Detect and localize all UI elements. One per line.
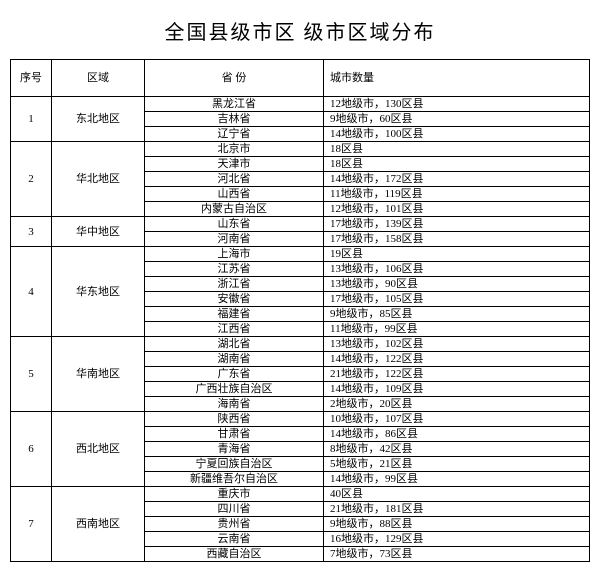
col-seq: 序号 bbox=[11, 60, 52, 97]
cell-region: 华南地区 bbox=[52, 337, 145, 412]
cell-province: 北京市 bbox=[145, 142, 324, 157]
cell-province: 山西省 bbox=[145, 187, 324, 202]
cell-province: 宁夏回族自治区 bbox=[145, 457, 324, 472]
cell-province: 新疆维吾尔自治区 bbox=[145, 472, 324, 487]
cell-count: 11地级市，99区县 bbox=[324, 322, 590, 337]
cell-region: 华东地区 bbox=[52, 247, 145, 337]
table-row: 5华南地区湖北省13地级市，102区县 bbox=[11, 337, 590, 352]
col-count: 城市数量 bbox=[324, 60, 590, 97]
cell-count: 2地级市，20区县 bbox=[324, 397, 590, 412]
cell-province: 福建省 bbox=[145, 307, 324, 322]
cell-count: 10地级市，107区县 bbox=[324, 412, 590, 427]
table-row: 6西北地区陕西省10地级市，107区县 bbox=[11, 412, 590, 427]
cell-province: 山东省 bbox=[145, 217, 324, 232]
cell-province: 河北省 bbox=[145, 172, 324, 187]
cell-province: 广东省 bbox=[145, 367, 324, 382]
cell-province: 河南省 bbox=[145, 232, 324, 247]
cell-province: 安徽省 bbox=[145, 292, 324, 307]
cell-count: 18区县 bbox=[324, 142, 590, 157]
cell-count: 19区县 bbox=[324, 247, 590, 262]
cell-count: 14地级市，86区县 bbox=[324, 427, 590, 442]
cell-count: 21地级市，181区县 bbox=[324, 502, 590, 517]
cell-count: 16地级市，129区县 bbox=[324, 532, 590, 547]
cell-province: 江西省 bbox=[145, 322, 324, 337]
cell-province: 上海市 bbox=[145, 247, 324, 262]
cell-count: 18区县 bbox=[324, 157, 590, 172]
cell-seq: 4 bbox=[11, 247, 52, 337]
table-row: 2华北地区北京市18区县 bbox=[11, 142, 590, 157]
cell-count: 17地级市，158区县 bbox=[324, 232, 590, 247]
col-region: 区域 bbox=[52, 60, 145, 97]
cell-province: 湖南省 bbox=[145, 352, 324, 367]
cell-province: 四川省 bbox=[145, 502, 324, 517]
cell-province: 内蒙古自治区 bbox=[145, 202, 324, 217]
cell-seq: 3 bbox=[11, 217, 52, 247]
cell-count: 8地级市，42区县 bbox=[324, 442, 590, 457]
table-row: 4华东地区上海市19区县 bbox=[11, 247, 590, 262]
cell-province: 浙江省 bbox=[145, 277, 324, 292]
col-province: 省 份 bbox=[145, 60, 324, 97]
page-title: 全国县级市区 级市区域分布 bbox=[10, 16, 590, 45]
cell-count: 12地级市，101区县 bbox=[324, 202, 590, 217]
cell-seq: 7 bbox=[11, 487, 52, 562]
cell-count: 14地级市，100区县 bbox=[324, 127, 590, 142]
cell-count: 13地级市，90区县 bbox=[324, 277, 590, 292]
cell-region: 西南地区 bbox=[52, 487, 145, 562]
cell-province: 甘肃省 bbox=[145, 427, 324, 442]
distribution-table: 序号 区域 省 份 城市数量 1东北地区黑龙江省12地级市，130区县吉林省9地… bbox=[10, 59, 590, 562]
cell-count: 17地级市，105区县 bbox=[324, 292, 590, 307]
cell-province: 青海省 bbox=[145, 442, 324, 457]
cell-province: 海南省 bbox=[145, 397, 324, 412]
cell-count: 9地级市，85区县 bbox=[324, 307, 590, 322]
table-header-row: 序号 区域 省 份 城市数量 bbox=[11, 60, 590, 97]
cell-seq: 6 bbox=[11, 412, 52, 487]
cell-region: 华北地区 bbox=[52, 142, 145, 217]
cell-province: 西藏自治区 bbox=[145, 547, 324, 562]
cell-province: 云南省 bbox=[145, 532, 324, 547]
cell-province: 陕西省 bbox=[145, 412, 324, 427]
table-row: 1东北地区黑龙江省12地级市，130区县 bbox=[11, 97, 590, 112]
cell-seq: 5 bbox=[11, 337, 52, 412]
cell-count: 17地级市，139区县 bbox=[324, 217, 590, 232]
cell-province: 重庆市 bbox=[145, 487, 324, 502]
cell-count: 14地级市，172区县 bbox=[324, 172, 590, 187]
cell-count: 9地级市，60区县 bbox=[324, 112, 590, 127]
cell-region: 东北地区 bbox=[52, 97, 145, 142]
cell-region: 西北地区 bbox=[52, 412, 145, 487]
cell-province: 广西壮族自治区 bbox=[145, 382, 324, 397]
cell-count: 13地级市，102区县 bbox=[324, 337, 590, 352]
cell-count: 14地级市，109区县 bbox=[324, 382, 590, 397]
cell-count: 5地级市，21区县 bbox=[324, 457, 590, 472]
cell-count: 13地级市，106区县 bbox=[324, 262, 590, 277]
cell-seq: 2 bbox=[11, 142, 52, 217]
cell-province: 黑龙江省 bbox=[145, 97, 324, 112]
cell-count: 12地级市，130区县 bbox=[324, 97, 590, 112]
table-row: 7西南地区重庆市40区县 bbox=[11, 487, 590, 502]
cell-province: 湖北省 bbox=[145, 337, 324, 352]
cell-count: 14地级市，99区县 bbox=[324, 472, 590, 487]
cell-count: 14地级市，122区县 bbox=[324, 352, 590, 367]
cell-province: 辽宁省 bbox=[145, 127, 324, 142]
cell-province: 江苏省 bbox=[145, 262, 324, 277]
cell-count: 11地级市，119区县 bbox=[324, 187, 590, 202]
cell-province: 天津市 bbox=[145, 157, 324, 172]
cell-count: 21地级市，122区县 bbox=[324, 367, 590, 382]
cell-count: 7地级市，73区县 bbox=[324, 547, 590, 562]
cell-count: 40区县 bbox=[324, 487, 590, 502]
cell-seq: 1 bbox=[11, 97, 52, 142]
table-row: 3华中地区山东省17地级市，139区县 bbox=[11, 217, 590, 232]
cell-region: 华中地区 bbox=[52, 217, 145, 247]
cell-province: 吉林省 bbox=[145, 112, 324, 127]
